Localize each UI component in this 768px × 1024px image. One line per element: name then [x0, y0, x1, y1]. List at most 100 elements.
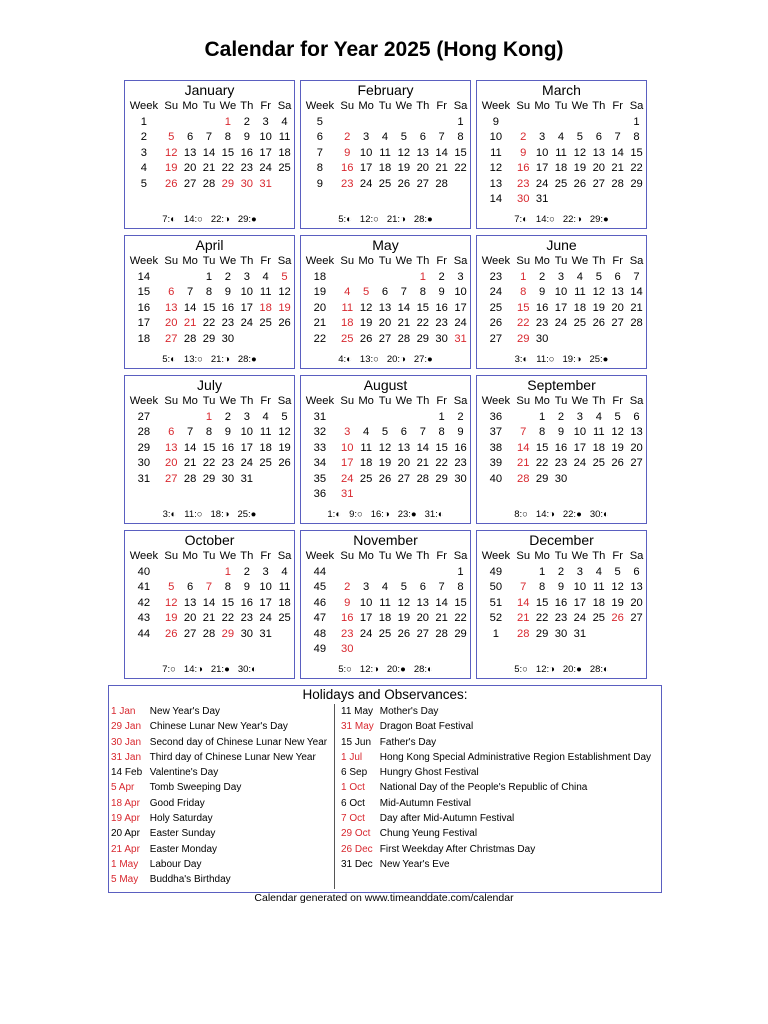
week-number: 23: [489, 270, 503, 283]
week-number: 3: [140, 146, 148, 159]
day-cell: 16: [554, 596, 568, 609]
day-cell: 21: [517, 612, 530, 624]
day-cell: 26: [278, 457, 291, 469]
day-cell: 2: [344, 581, 351, 593]
holidays-left-column: 1 Jan New Year's Day 29 Jan Chinese Lunar…: [111, 704, 327, 888]
moon-phase-icon: 7:◐: [514, 214, 528, 225]
day-cell: 17: [454, 301, 467, 314]
day-cell: 23: [240, 612, 254, 624]
moon-phases: 7:◐ 14:○ 22:◑ 29:●: [125, 214, 294, 225]
day-cell: 16: [221, 301, 235, 314]
day-cell: 9: [539, 286, 546, 298]
weekday-header: Mo: [534, 395, 550, 407]
day-cell: 20: [183, 162, 197, 174]
week-row: 18 27 28 29 30: [126, 332, 294, 348]
weekday-header: Week: [129, 550, 159, 562]
day-cell: 24: [341, 472, 354, 485]
moon-phases: 1:◐ 9:○ 16:◑ 23:● 31:◐: [301, 509, 470, 520]
day-cell: 24: [259, 612, 272, 624]
day-cell: 5: [381, 426, 389, 438]
day-cell: 8: [457, 581, 464, 593]
holiday-item: 15 Jun Father's Day: [341, 735, 651, 750]
day-cell: 21: [435, 612, 448, 624]
holiday-item: 18 Apr Good Friday: [111, 796, 327, 811]
weekday-header: Sa: [277, 255, 292, 267]
day-cell: 14: [630, 286, 643, 298]
holiday-date: 26 Dec: [341, 843, 373, 855]
day-cell: 10: [554, 286, 568, 298]
day-cell: 3: [262, 115, 269, 128]
week-number: 9: [316, 177, 324, 190]
moon-phases: 5:◐ 13:○ 21:◑ 28:●: [125, 354, 294, 365]
week-number: 4: [140, 162, 148, 174]
day-cell: 26: [359, 332, 373, 345]
moon-phase-icon: 20:●: [562, 664, 582, 675]
day-cell: 28: [517, 472, 530, 485]
week-row: 2 5 6 7 8 9 10 11: [126, 130, 294, 146]
weekday-header: Su: [164, 550, 179, 562]
week-number: 18: [313, 270, 327, 283]
day-cell: 13: [165, 441, 178, 454]
moon-phase-icon: 22:◑: [210, 214, 230, 225]
day-cell: 22: [454, 162, 467, 174]
week-row: 44 1: [302, 565, 470, 581]
day-cell: 6: [633, 410, 640, 423]
moon-phase-icon: 3:◐: [162, 509, 177, 520]
day-cell: 19: [397, 162, 411, 174]
day-cell: 9: [557, 426, 565, 438]
moon-phase-icon: 7:○: [162, 664, 176, 675]
weekday-header: Sa: [453, 550, 468, 562]
day-cell: 1: [457, 565, 464, 578]
day-cell: 7: [520, 426, 527, 438]
moon-phase-icon: 4:◐: [338, 354, 352, 365]
day-cell: 25: [378, 627, 392, 640]
week-row: 37 7 8 9 10 11 12 13: [478, 425, 646, 441]
day-cell: 26: [573, 177, 587, 190]
day-cell: 4: [381, 581, 389, 593]
day-cell: 22: [517, 317, 530, 329]
holiday-item: 11 May Mother's Day: [341, 704, 651, 719]
moon-phases: 5:◐ 12:○ 21:◑ 28:●: [301, 214, 470, 225]
week-number: 21: [313, 317, 327, 329]
day-cell: 10: [341, 441, 354, 454]
week-number: 2: [140, 131, 148, 143]
day-cell: 4: [595, 410, 602, 423]
day-cell: 12: [611, 426, 624, 438]
day-cell: 14: [517, 596, 530, 609]
week-row: 39 21 22 23 24 25 26 27: [478, 456, 646, 472]
holiday-date: 7 Oct: [341, 813, 365, 825]
day-cell: 24: [454, 317, 467, 329]
holiday-item: 5 May Buddha's Birthday: [111, 872, 327, 887]
holiday-date: 1 Oct: [341, 782, 365, 794]
day-cell: 4: [381, 131, 389, 143]
moon-phase-icon: 14:◑: [535, 509, 555, 520]
day-cell: 25: [259, 457, 272, 469]
week-number: 35: [313, 472, 327, 485]
holiday-date: 1 Jul: [341, 751, 363, 763]
day-cell: 4: [262, 270, 269, 283]
day-cell: 19: [611, 441, 624, 454]
day-cell: 30: [517, 193, 530, 205]
weekday-header: We: [395, 395, 413, 407]
holiday-name: Dragon Boat Festival: [379, 721, 474, 733]
day-cell: 7: [187, 426, 194, 438]
holiday-item: 26 Dec First Weekday After Christmas Day: [341, 842, 651, 857]
week-number: 52: [489, 612, 503, 624]
day-cell: 31: [259, 627, 272, 640]
day-cell: 20: [416, 162, 430, 174]
moon-phase-icon: 28:●: [413, 214, 433, 225]
moon-phase-icon: 21:◑: [210, 354, 230, 365]
day-cell: 9: [243, 581, 250, 593]
day-cell: 1: [224, 115, 232, 128]
day-cell: 9: [243, 131, 250, 143]
month-june: June Week Su Mo Tu We Th Fr Sa 23 1 2 3 4 5 6 7 24 8 9 10 11 1…: [476, 235, 647, 369]
day-cell: 3: [576, 410, 584, 423]
weekday-header: Week: [481, 255, 511, 267]
holiday-date: 6 Sep: [341, 767, 368, 779]
day-cell: 16: [535, 301, 549, 314]
weekday-header: Th: [592, 550, 606, 562]
day-cell: 23: [517, 177, 530, 190]
week-row: 26 22 23 24 25 26 27 28: [478, 316, 646, 332]
day-cell: 2: [224, 270, 232, 283]
